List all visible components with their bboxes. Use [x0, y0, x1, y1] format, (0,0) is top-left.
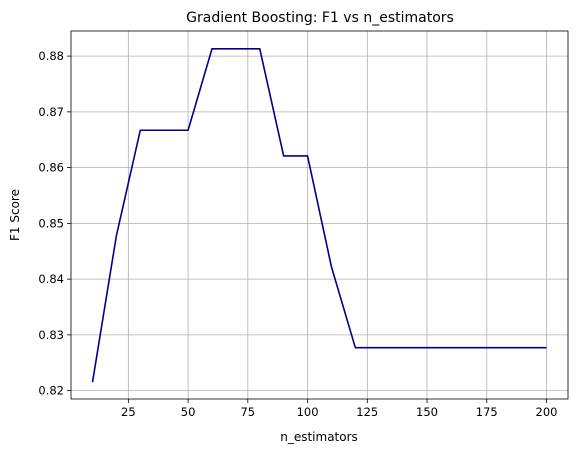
y-axis-label: F1 Score — [8, 189, 22, 241]
y-tick-label: 0.82 — [38, 384, 64, 398]
x-tick-label: 25 — [121, 405, 136, 419]
y-tick-label: 0.87 — [38, 105, 64, 119]
x-tick-label: 50 — [181, 405, 196, 419]
y-tick-label: 0.83 — [38, 328, 64, 342]
x-tick-label: 100 — [297, 405, 319, 419]
x-tick-label: 75 — [240, 405, 255, 419]
x-tick-label: 175 — [476, 405, 498, 419]
series-layer — [91, 48, 547, 383]
x-tick-label: 150 — [416, 405, 438, 419]
series-line — [91, 48, 547, 383]
x-axis-label: n_estimators — [280, 430, 358, 444]
x-tick-label: 125 — [356, 405, 378, 419]
y-tick-label: 0.84 — [38, 272, 64, 286]
x-tick-label: 200 — [536, 405, 558, 419]
y-tick-label: 0.86 — [38, 161, 64, 175]
grid — [71, 31, 568, 399]
chart-title: Gradient Boosting: F1 vs n_estimators — [186, 10, 454, 26]
y-tick-label: 0.88 — [38, 49, 64, 63]
y-tick-label: 0.85 — [38, 216, 64, 230]
ticks: 25 50 75 100 125 150 175 200 0.82 0.83 0.84 0.85 0.8… — [38, 49, 557, 419]
plot-frame — [70, 30, 569, 400]
